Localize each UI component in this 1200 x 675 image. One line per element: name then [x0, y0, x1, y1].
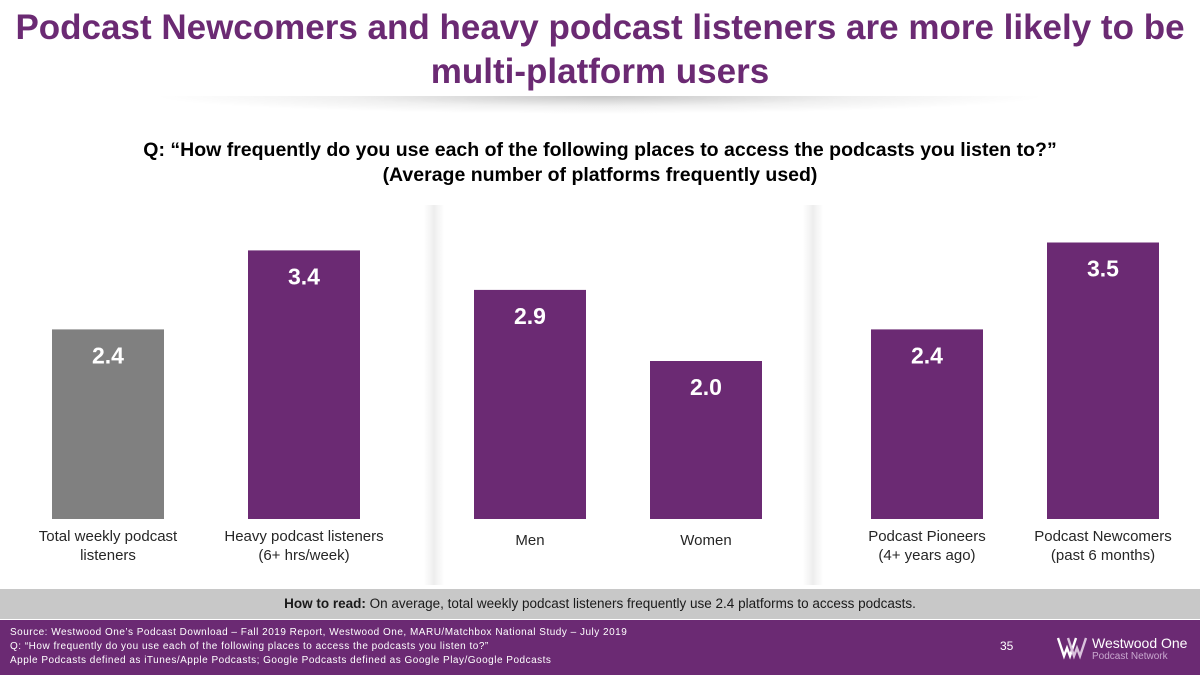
x-label-line-2: listeners: [80, 547, 136, 564]
source-line-2: Q: “How frequently do you use each of th…: [10, 641, 489, 652]
x-label-1: Total weekly podcast listeners: [13, 527, 203, 565]
question-line-1: Q: “How frequently do you use each of th…: [143, 139, 1057, 161]
x-label-2: Heavy podcast listeners (6+ hrs/week): [209, 527, 399, 565]
group-divider-2: [803, 205, 823, 585]
x-label-line-1: Podcast Pioneers: [868, 528, 986, 545]
x-label-line-1: Podcast Newcomers: [1034, 528, 1172, 545]
bar-5: [871, 329, 983, 519]
data-label-3: 2.9: [514, 303, 546, 329]
question: Q: “How frequently do you use each of th…: [0, 138, 1200, 188]
data-label-2: 3.4: [288, 263, 320, 289]
x-label-line-2: (past 6 months): [1050, 547, 1156, 564]
page-title: Podcast Newcomers and heavy podcast list…: [15, 8, 1185, 91]
x-label-4: Women: [611, 531, 801, 550]
logo-subtitle: Podcast Network: [1092, 651, 1168, 662]
bar-3: [474, 289, 586, 519]
x-label-line-1: Men: [515, 532, 545, 549]
bar-4: [650, 361, 762, 519]
data-label-5: 2.4: [911, 342, 943, 368]
how-to-read-bar: How to read: On average, total weekly po…: [0, 589, 1200, 619]
data-label-6: 3.5: [1087, 256, 1119, 282]
wave-logo-icon: [1056, 637, 1088, 660]
x-label-5: Podcast Pioneers (4+ years ago): [832, 527, 1022, 565]
source-line-1: Source: Westwood One’s Podcast Download …: [10, 627, 628, 638]
westwood-one-logo: Westwood One Podcast Network: [1056, 634, 1196, 664]
x-label-line-1: Total weekly podcast: [38, 528, 178, 545]
x-label-line-2: (4+ years ago): [878, 547, 976, 564]
data-label-1: 2.4: [92, 342, 124, 368]
page-number: 35: [1000, 639, 1014, 653]
x-label-6: Podcast Newcomers (past 6 months): [1008, 527, 1198, 565]
x-label-line-1: Heavy podcast listeners: [224, 528, 384, 545]
bar-1: [52, 329, 164, 519]
logo-name: Westwood One: [1092, 635, 1188, 651]
x-label-line-1: Women: [680, 532, 732, 549]
x-label-3: Men: [435, 531, 625, 550]
bar-6: [1047, 242, 1159, 519]
source-line-3: Apple Podcasts defined as iTunes/Apple P…: [10, 655, 552, 666]
group-divider-1: [424, 205, 444, 585]
title-shadow: [150, 96, 1050, 114]
x-label-line-2: (6+ hrs/week): [258, 547, 350, 564]
footer: Source: Westwood One’s Podcast Download …: [0, 620, 1200, 675]
how-to-read-text: On average, total weekly podcast listene…: [365, 596, 916, 611]
bar-2: [248, 250, 360, 519]
question-line-2: (Average number of platforms frequently …: [382, 164, 818, 186]
source-notes: Source: Westwood One’s Podcast Download …: [10, 626, 627, 668]
how-to-read-label: How to read:: [284, 596, 366, 611]
data-label-4: 2.0: [690, 374, 722, 400]
